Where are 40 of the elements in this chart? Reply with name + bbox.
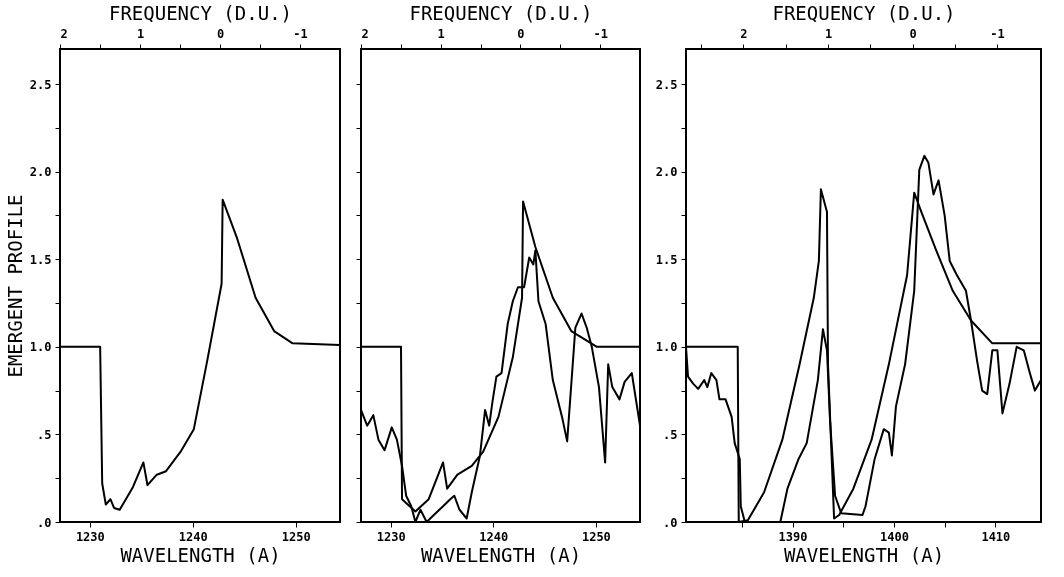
x-axis-title: WAVELENGTH (A) [420,543,582,566]
y-tick-label: 1.0 [29,340,52,355]
x-tick-label: 1390 [778,529,808,544]
x-axis-title: WAVELENGTH (A) [783,543,945,566]
x2-tick-label: -1 [293,26,308,41]
y-tick-label: 2.5 [655,77,678,92]
x2-tick-label: 2 [740,26,748,41]
x2-axis-title: FREQUENCY (D.U.) [772,1,956,24]
x2-tick-label: 0 [216,26,225,41]
x2-tick-label: 2 [60,26,68,41]
x-tick-label: 1240 [178,529,208,544]
x2-axis-title: FREQUENCY (D.U.) [409,1,593,24]
x-tick-label: 1230 [75,529,105,544]
x-tick-label: 1230 [376,529,406,544]
x2-tick-label: 1 [824,26,833,41]
y-axis-title: EMERGENT PROFILE [3,194,26,378]
x2-axis-title: FREQUENCY (D.U.) [108,1,293,24]
y-tick-label: 1.5 [655,252,678,267]
x2-tick-label: 2 [361,26,369,41]
y-tick-label: 2.0 [29,165,52,180]
x2-tick-label: 1 [437,26,445,41]
y-tick-label: .0 [37,515,52,530]
y-tick-label: 2.0 [655,165,678,180]
x-axis-title: WAVELENGTH (A) [120,543,281,566]
y-tick-label: 1.5 [29,252,52,267]
x2-tick-label: 0 [517,26,525,41]
x2-tick-label: -1 [593,26,608,41]
y-tick-label: .0 [663,515,678,530]
x-tick-label: 1240 [479,529,509,544]
x-tick-label: 1410 [981,529,1011,544]
x2-tick-label: 0 [909,26,917,41]
x2-tick-label: -1 [990,26,1005,41]
x-tick-label: 1250 [581,529,611,544]
y-tick-label: .5 [663,427,678,442]
y-tick-label: .5 [37,427,52,442]
y-tick-label: 1.0 [655,340,678,355]
y-tick-label: 2.5 [29,77,52,92]
x-tick-label: 1250 [281,529,311,544]
x-tick-label: 1400 [879,529,909,544]
x2-tick-label: 1 [136,26,145,41]
